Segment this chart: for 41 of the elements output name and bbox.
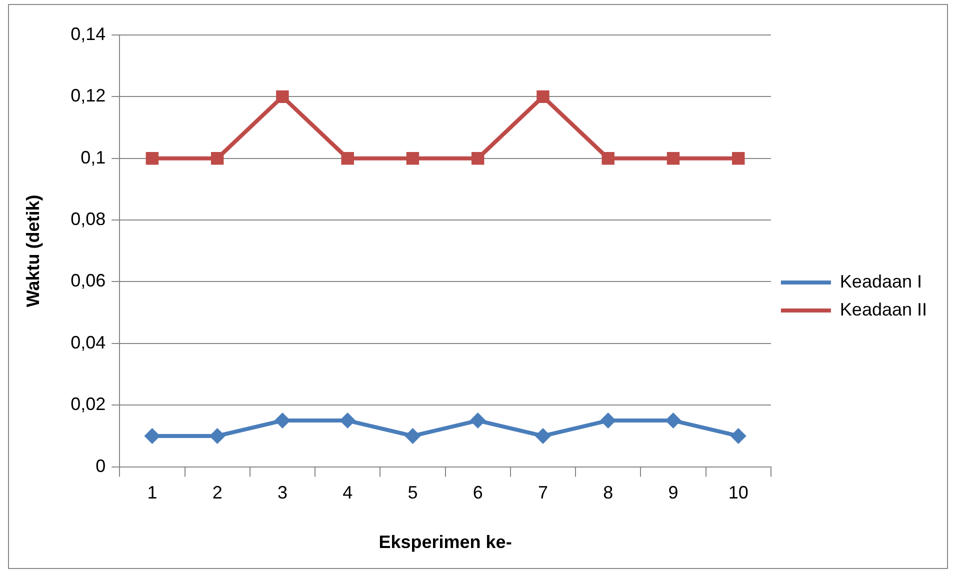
y-tick-label: 0,12 — [70, 86, 106, 106]
point — [210, 152, 224, 165]
x-tick-label: 7 — [538, 482, 548, 503]
y-tick-label: 0,08 — [70, 209, 106, 230]
x-tick-label: 4 — [342, 482, 353, 503]
y-tick-label: 0,1 — [80, 147, 106, 168]
point — [144, 428, 160, 444]
point — [340, 412, 356, 429]
point — [470, 412, 486, 429]
y-tick-label: 0,02 — [70, 394, 106, 414]
x-tick-label: 5 — [408, 482, 418, 503]
point — [276, 90, 289, 104]
point — [666, 152, 680, 165]
point — [209, 428, 226, 444]
point — [730, 428, 746, 444]
y-tick-label: 0,14 — [70, 24, 106, 44]
point — [406, 152, 420, 165]
point — [404, 428, 421, 444]
x-tick-label: 2 — [212, 482, 222, 503]
point — [602, 152, 614, 165]
x-tick-label: 3 — [277, 482, 288, 503]
point — [665, 412, 682, 429]
y-tick-label: 0,04 — [70, 332, 106, 352]
legend-label: Keadaan II — [840, 299, 928, 320]
point — [146, 152, 159, 165]
point — [534, 428, 551, 444]
x-tick-label: 1 — [147, 482, 158, 503]
y-axis-title: Waktu (detik) — [22, 194, 43, 308]
y-tick-label: 0 — [96, 456, 106, 476]
x-tick-label: 10 — [728, 482, 748, 503]
x-tick-label: 9 — [668, 482, 678, 503]
x-axis-title: Eksperimen ke- — [378, 532, 512, 552]
point — [471, 152, 484, 165]
point — [536, 90, 550, 104]
point — [274, 412, 290, 429]
legend-label: Keadaan I — [840, 271, 922, 292]
x-tick-label: 8 — [603, 482, 614, 503]
point — [341, 152, 354, 165]
x-tick-label: 6 — [472, 482, 483, 503]
point — [732, 152, 745, 165]
y-tick-label: 0,06 — [70, 270, 106, 291]
